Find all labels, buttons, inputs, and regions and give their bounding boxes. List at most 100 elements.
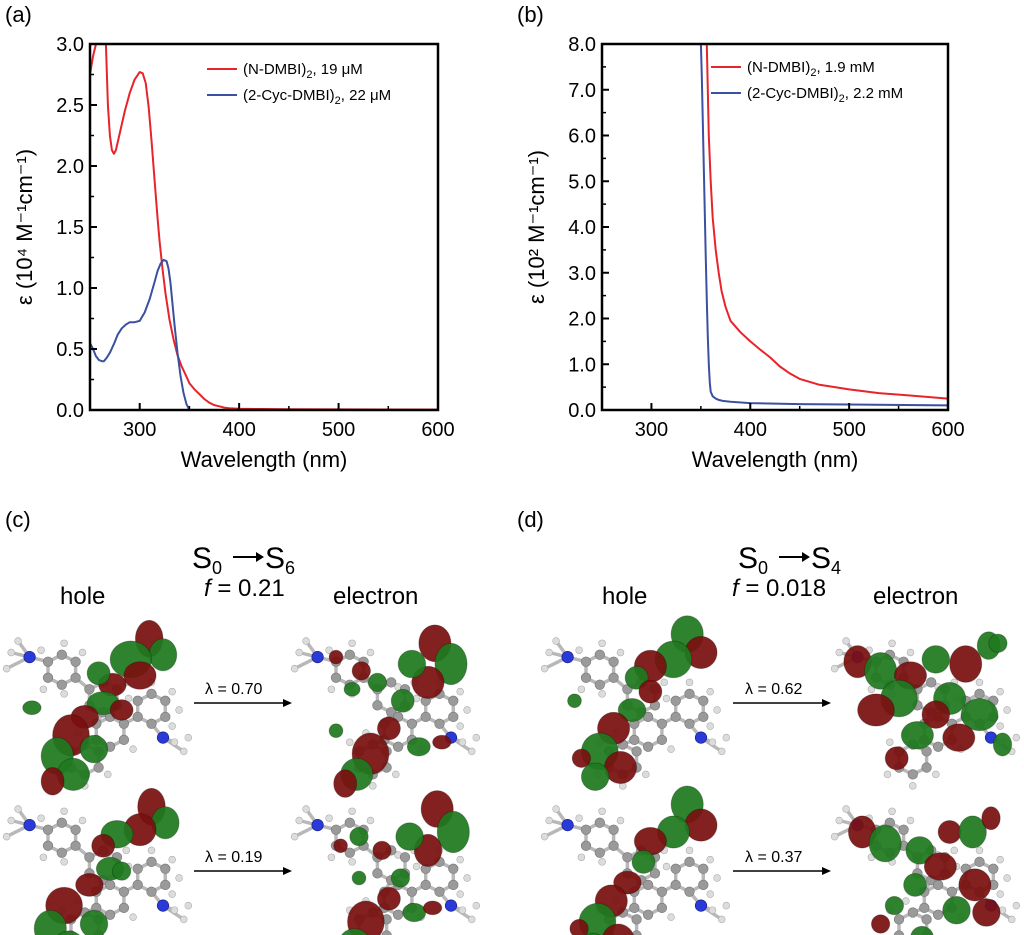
- nitrogen-atom: [156, 899, 170, 912]
- orbital-lobe-positive: [109, 699, 134, 721]
- hydrogen-atom: [598, 858, 606, 866]
- hydrogen-atom: [708, 906, 717, 914]
- carbon-atom: [330, 672, 342, 683]
- chart-a-legend-label-1: (N-DMBI)2, 19 μM: [243, 61, 363, 81]
- carbon-atom: [372, 700, 383, 711]
- orbital-lobe-negative: [884, 895, 905, 916]
- panel-c-lambda-top: λ = 0.70: [205, 681, 262, 698]
- hydrogen-atom: [577, 853, 586, 862]
- orbital-lobe-positive: [123, 661, 157, 690]
- nitrogen-atom: [694, 731, 708, 744]
- carbon-atom: [580, 672, 592, 683]
- hydrogen-atom: [295, 816, 303, 825]
- carbon-atom: [146, 718, 157, 729]
- carbon-atom: [893, 914, 905, 925]
- chart-b-ytick-label: 3.0: [568, 263, 596, 285]
- nitrogen-atom: [311, 819, 324, 832]
- hydrogen-atom: [456, 890, 464, 898]
- hydrogen-atom: [540, 664, 549, 673]
- hydrogen-atom: [302, 805, 310, 813]
- carbon-atom: [932, 741, 944, 752]
- panel-c-electron-orbital-top: [290, 624, 481, 798]
- panel-c-arrowhead-bottom: [283, 867, 292, 875]
- hydrogen-atom: [1007, 915, 1016, 924]
- panel-d-arrowhead-bottom: [822, 867, 831, 875]
- hydrogen-atom: [302, 637, 310, 645]
- orbital-lobe-positive: [684, 808, 718, 842]
- hydrogen-atom: [78, 648, 87, 657]
- nitrogen-atom: [23, 819, 36, 832]
- chart-a-ytick-label: 3.0: [56, 34, 84, 56]
- hydrogen-atom: [348, 639, 356, 648]
- hydrogen-atom: [170, 738, 179, 746]
- chart-b: 300 400 500 6000.01.02.03.04.05.06.07.08.0 …: [524, 34, 965, 472]
- orbital-lobe-negative: [367, 672, 388, 693]
- orbital-lobe-positive: [972, 898, 1001, 927]
- carbon-atom: [684, 688, 695, 700]
- carbon-atom: [608, 824, 619, 835]
- chart-a-ytick-label: 2.0: [56, 156, 84, 178]
- chart-a-xlabel: Wavelength (nm): [181, 447, 348, 472]
- hydrogen-atom: [575, 646, 583, 654]
- hydrogen-atom: [996, 722, 1004, 730]
- carbon-atom: [698, 879, 709, 891]
- hydrogen-atom: [722, 901, 731, 910]
- carbon-atom: [932, 909, 944, 920]
- orbital-lobe-positive: [857, 693, 895, 727]
- panel-c-oscillator-strength: f = 0.21: [204, 575, 285, 602]
- hydrogen-atom: [78, 816, 87, 825]
- chart-b-ytick-label: 1.0: [568, 354, 596, 376]
- chart-b-ytick-label: 7.0: [568, 80, 596, 102]
- carbon-atom: [608, 672, 619, 683]
- hydrogen-atom: [906, 816, 915, 825]
- carbon-atom: [132, 863, 143, 874]
- orbital-lobe-negative: [22, 700, 42, 716]
- carbon-atom: [642, 711, 654, 723]
- panel-label-a: (a): [5, 2, 32, 27]
- hydrogen-atom: [184, 733, 193, 742]
- carbon-atom: [974, 688, 985, 700]
- hydrogen-atom: [909, 782, 917, 790]
- hydrogen-atom: [456, 722, 464, 730]
- orbital-lobe-negative: [631, 849, 656, 874]
- orbital-lobe-positive: [333, 838, 348, 854]
- carbon-atom: [629, 902, 640, 914]
- hydrogen-atom: [685, 678, 694, 687]
- hydrogen-atom: [667, 745, 675, 753]
- carbon-atom: [70, 656, 81, 667]
- hydrogen-atom: [996, 855, 1004, 864]
- carbon-atom: [898, 824, 909, 835]
- chart-a-series-2-line: [90, 258, 191, 410]
- carbon-atom: [594, 649, 605, 660]
- panel-c-state-from: S0: [192, 542, 222, 578]
- orbital-lobe-positive: [569, 918, 589, 935]
- carbon-atom: [132, 879, 143, 891]
- orbital-lobe-positive: [937, 820, 962, 844]
- carbon-atom: [631, 746, 642, 757]
- hydrogen-atom: [14, 805, 22, 813]
- hydrogen-atom: [713, 874, 721, 882]
- hydrogen-atom: [369, 782, 377, 790]
- chart-b-ytick-label: 5.0: [568, 171, 596, 193]
- panel-d-arrowhead-top: [822, 699, 831, 707]
- carbon-atom: [580, 656, 592, 667]
- panel-d-state-from: S0: [738, 542, 768, 578]
- hydrogen-atom: [662, 862, 671, 871]
- chart-a-xtick-label: 600: [421, 419, 454, 441]
- hydrogen-atom: [179, 915, 188, 924]
- hydrogen-atom: [168, 687, 176, 696]
- hydrogen-atom: [950, 846, 958, 855]
- panel-label-b: (b): [517, 2, 544, 27]
- orbital-lobe-positive: [376, 886, 401, 911]
- carbon-atom: [594, 847, 605, 858]
- orbital-lobe-negative: [868, 824, 902, 863]
- hydrogen-atom: [290, 664, 299, 673]
- carbon-atom: [146, 856, 157, 868]
- hydrogen-atom: [575, 814, 583, 822]
- hydrogen-atom: [346, 738, 354, 746]
- carbon-atom: [93, 762, 104, 773]
- orbital-lobe-negative: [992, 732, 1013, 757]
- orbital-lobe-positive: [923, 852, 957, 881]
- orbital-lobe-negative: [397, 649, 427, 679]
- chart-b-ylabel: ε (10² M⁻¹cm⁻¹): [524, 150, 549, 304]
